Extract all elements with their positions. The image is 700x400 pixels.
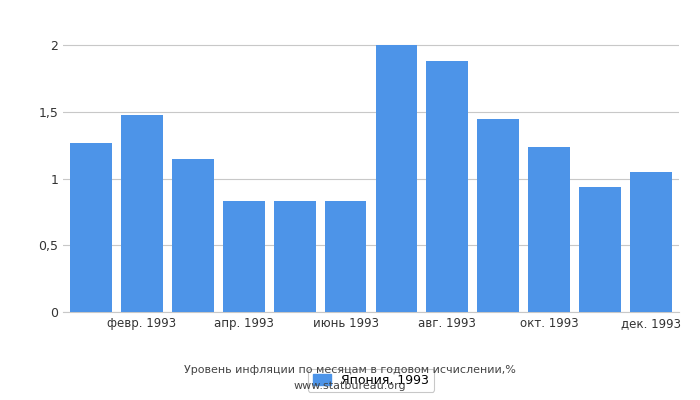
Bar (172, 159, 214, 312)
Bar (528, 147, 570, 312)
Text: Уровень инфляции по месяцам в годовом исчислении,%: Уровень инфляции по месяцам в годовом ис… (184, 365, 516, 375)
Bar (477, 119, 519, 312)
Bar (325, 201, 366, 312)
Text: www.statbureau.org: www.statbureau.org (294, 381, 406, 391)
Legend: Япония, 1993: Япония, 1993 (308, 369, 434, 392)
Bar (630, 172, 672, 312)
Bar (426, 61, 468, 312)
Bar (579, 187, 621, 312)
Bar (70, 143, 112, 312)
Bar (121, 115, 163, 312)
Bar (223, 201, 265, 312)
Bar (376, 45, 417, 312)
Bar (274, 201, 316, 312)
